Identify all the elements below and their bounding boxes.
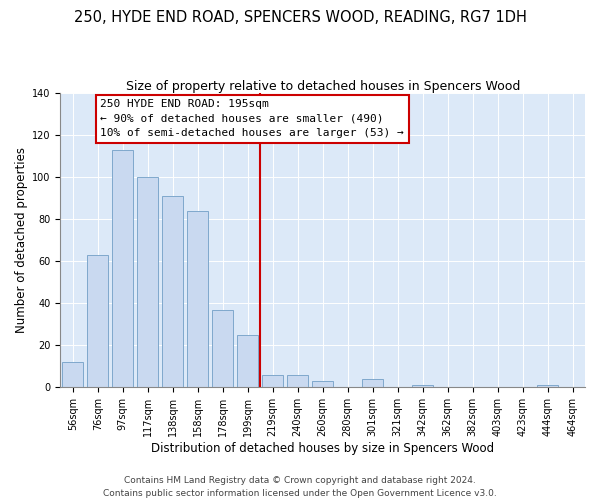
Bar [137,177,158,388]
Text: Contains HM Land Registry data © Crown copyright and database right 2024.
Contai: Contains HM Land Registry data © Crown c… [103,476,497,498]
Bar [162,196,184,388]
Bar [112,150,133,388]
Bar [412,386,433,388]
Bar [287,375,308,388]
Y-axis label: Number of detached properties: Number of detached properties [15,147,28,333]
Bar [187,211,208,388]
Bar [87,255,109,388]
Bar [362,379,383,388]
Text: 250 HYDE END ROAD: 195sqm
← 90% of detached houses are smaller (490)
10% of semi: 250 HYDE END ROAD: 195sqm ← 90% of detac… [100,100,404,138]
Text: 250, HYDE END ROAD, SPENCERS WOOD, READING, RG7 1DH: 250, HYDE END ROAD, SPENCERS WOOD, READI… [74,10,526,25]
Bar [312,381,334,388]
Bar [62,362,83,388]
Bar [537,386,558,388]
Title: Size of property relative to detached houses in Spencers Wood: Size of property relative to detached ho… [125,80,520,93]
Bar [262,375,283,388]
Bar [212,310,233,388]
Bar [237,335,259,388]
X-axis label: Distribution of detached houses by size in Spencers Wood: Distribution of detached houses by size … [151,442,494,455]
